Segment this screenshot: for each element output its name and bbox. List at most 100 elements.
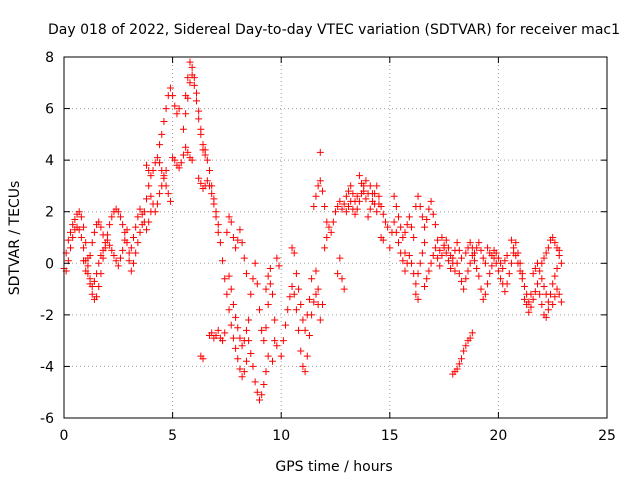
data-point — [82, 239, 90, 247]
data-point — [95, 282, 103, 290]
data-point — [325, 223, 333, 231]
data-point — [308, 275, 316, 283]
data-point — [260, 337, 268, 345]
data-point — [421, 239, 429, 247]
data-point — [266, 280, 274, 288]
data-point — [512, 239, 520, 247]
data-point — [190, 81, 198, 89]
data-point — [103, 236, 111, 244]
data-point — [116, 254, 124, 262]
data-point — [516, 267, 524, 275]
data-point — [462, 249, 470, 257]
data-point — [212, 208, 220, 216]
data-point — [219, 337, 227, 345]
data-point — [143, 195, 151, 203]
x-tick-label: 0 — [60, 428, 69, 444]
data-point — [219, 257, 227, 265]
y-tick-label: 2 — [45, 205, 54, 221]
x-tick-label: 25 — [598, 428, 616, 444]
data-point — [507, 259, 515, 267]
data-point — [440, 241, 448, 249]
data-point — [162, 166, 170, 174]
data-point — [175, 164, 183, 172]
data-point — [381, 218, 389, 226]
data-point — [336, 254, 344, 262]
data-point — [347, 182, 355, 190]
data-point — [347, 197, 355, 205]
data-point — [258, 391, 266, 399]
data-point — [549, 280, 557, 288]
data-point — [227, 285, 235, 293]
data-point — [245, 316, 253, 324]
data-point — [416, 259, 424, 267]
data-point — [394, 213, 402, 221]
data-point — [523, 301, 531, 309]
data-point — [503, 252, 511, 260]
data-point — [312, 290, 320, 298]
data-point — [386, 244, 394, 252]
data-point — [425, 267, 433, 275]
data-point — [179, 151, 187, 159]
data-point — [236, 226, 244, 234]
data-point — [384, 223, 392, 231]
data-point — [149, 166, 157, 174]
data-point — [153, 154, 161, 162]
data-point — [540, 254, 548, 262]
data-point — [262, 368, 270, 376]
data-point — [153, 200, 161, 208]
y-tick-label: 4 — [45, 153, 54, 169]
data-point — [242, 326, 250, 334]
data-point — [362, 195, 370, 203]
data-point — [501, 288, 509, 296]
data-point — [90, 277, 98, 285]
data-point — [171, 156, 179, 164]
data-point — [455, 270, 463, 278]
data-point — [271, 337, 279, 345]
data-point — [533, 280, 541, 288]
axis-ticks: 0 5 10 15 20 25 -6 -4 -2 0 2 4 6 8 — [40, 50, 616, 444]
data-point — [314, 182, 322, 190]
data-point — [184, 74, 192, 82]
data-point — [392, 203, 400, 211]
data-point — [338, 205, 346, 213]
data-point — [301, 326, 309, 334]
data-point — [408, 259, 416, 267]
data-point — [75, 226, 83, 234]
data-point — [360, 187, 368, 195]
data-point — [245, 337, 253, 345]
data-point — [106, 241, 114, 249]
data-point — [208, 190, 216, 198]
data-point — [260, 380, 268, 388]
data-point — [323, 218, 331, 226]
data-point — [457, 254, 465, 262]
data-point — [93, 293, 101, 301]
plot-frame — [63, 56, 608, 419]
data-point — [125, 249, 133, 257]
data-point — [429, 252, 437, 260]
data-point — [460, 285, 468, 293]
data-point — [86, 252, 94, 260]
data-point — [473, 264, 481, 272]
data-point — [462, 275, 470, 283]
data-point — [475, 239, 483, 247]
data-point — [160, 117, 168, 125]
data-point — [249, 275, 257, 283]
data-point — [106, 221, 114, 229]
data-point — [132, 249, 140, 257]
data-point — [134, 213, 142, 221]
y-tick-label: 8 — [45, 50, 54, 66]
data-point — [484, 280, 492, 288]
data-point — [477, 246, 485, 254]
data-point — [299, 316, 307, 324]
x-tick-label: 5 — [168, 428, 177, 444]
data-point — [429, 210, 437, 218]
data-point — [512, 252, 520, 260]
data-point — [288, 244, 296, 252]
data-point — [481, 290, 489, 298]
data-point — [425, 205, 433, 213]
data-point — [238, 373, 246, 381]
data-point — [436, 246, 444, 254]
data-point — [507, 236, 515, 244]
data-point — [399, 257, 407, 265]
data-point — [549, 234, 557, 241]
